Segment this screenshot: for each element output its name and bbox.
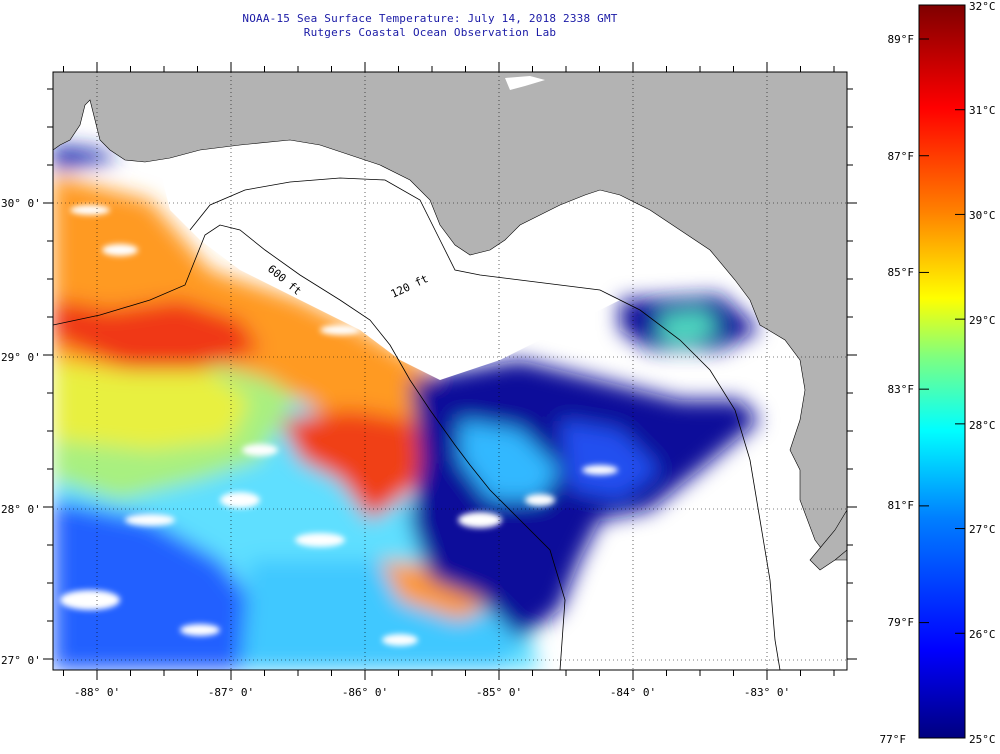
lat-label: 27° 0': [1, 654, 41, 667]
axis-ticks: [43, 62, 857, 680]
colorbar-fahrenheit-label: 77°F: [880, 733, 907, 746]
colorbar-fahrenheit-label: 83°F: [888, 383, 915, 396]
sst-yellow-band: [53, 350, 250, 450]
lat-axis-labels: 30° 0' 29° 0' 28° 0' 27° 0': [1, 197, 41, 667]
map-plot-area: 600 ft 120 ft: [53, 72, 847, 670]
colorbar-fahrenheit-label: 89°F: [888, 33, 915, 46]
map-subtitle: Rutgers Coastal Ocean Observation Lab: [303, 26, 557, 39]
colorbar-ramp: [918, 4, 966, 739]
lon-label: -86° 0': [342, 686, 388, 699]
colorbar-celsius-label: 27°C: [969, 523, 996, 536]
lat-label: 30° 0': [1, 197, 41, 210]
colorbar-celsius-label: 32°C: [969, 0, 996, 13]
isobath-120ft: [189, 177, 781, 670]
colorbar-fahrenheit-label: 87°F: [888, 150, 915, 163]
colorbar-celsius-label: 29°C: [969, 314, 996, 327]
sst-navy-nw: [53, 145, 120, 170]
land-bay-cutouts: [505, 76, 545, 90]
colorbar-fahrenheit-label: 81°F: [888, 499, 915, 512]
lon-label: -83° 0': [744, 686, 790, 699]
lon-axis-labels: -88° 0' -87° 0' -86° 0' -85° 0' -84° 0' …: [74, 686, 790, 699]
colorbar-fahrenheit-label: 85°F: [888, 266, 915, 279]
colorbar-celsius-label: 31°C: [969, 104, 996, 117]
colorbar-celsius-label: 30°C: [969, 209, 996, 222]
land-mass: [53, 72, 847, 561]
lat-label: 28° 0': [1, 503, 41, 516]
sst-red-north: [53, 300, 260, 370]
lon-label: -88° 0': [74, 686, 120, 699]
graticule: [53, 72, 847, 670]
sst-orange-north: [53, 175, 470, 470]
sst-cyan-east: [460, 420, 560, 500]
lon-label: -85° 0': [476, 686, 522, 699]
isobath-600ft: [53, 224, 566, 670]
lon-label: -84° 0': [610, 686, 656, 699]
map-frame: [52, 71, 848, 671]
no-data-speckle: [60, 205, 700, 660]
sst-blue-east: [560, 420, 660, 500]
sst-red-central: [280, 410, 430, 520]
sst-cyan-south: [240, 560, 520, 670]
colorbar-fahrenheit-label: 79°F: [888, 616, 915, 629]
colorbar: 32°C 31°C 30°C 29°C 28°C 27°C 26°C 25°C …: [880, 0, 996, 746]
colorbar-ticks: [919, 4, 965, 739]
sst-orange-south: [380, 560, 500, 620]
colorbar-celsius-label: 28°C: [969, 419, 996, 432]
lon-label: -87° 0': [208, 686, 254, 699]
land-southwest-florida: [809, 509, 847, 571]
no-data-shelf: [160, 170, 620, 380]
colorbar-celsius-label: 25°C: [969, 733, 996, 746]
sst-field: [53, 145, 760, 670]
colorbar-celsius-label: 26°C: [969, 628, 996, 641]
map-title: NOAA-15 Sea Surface Temperature: July 14…: [242, 12, 618, 25]
lat-label: 29° 0': [1, 351, 41, 364]
